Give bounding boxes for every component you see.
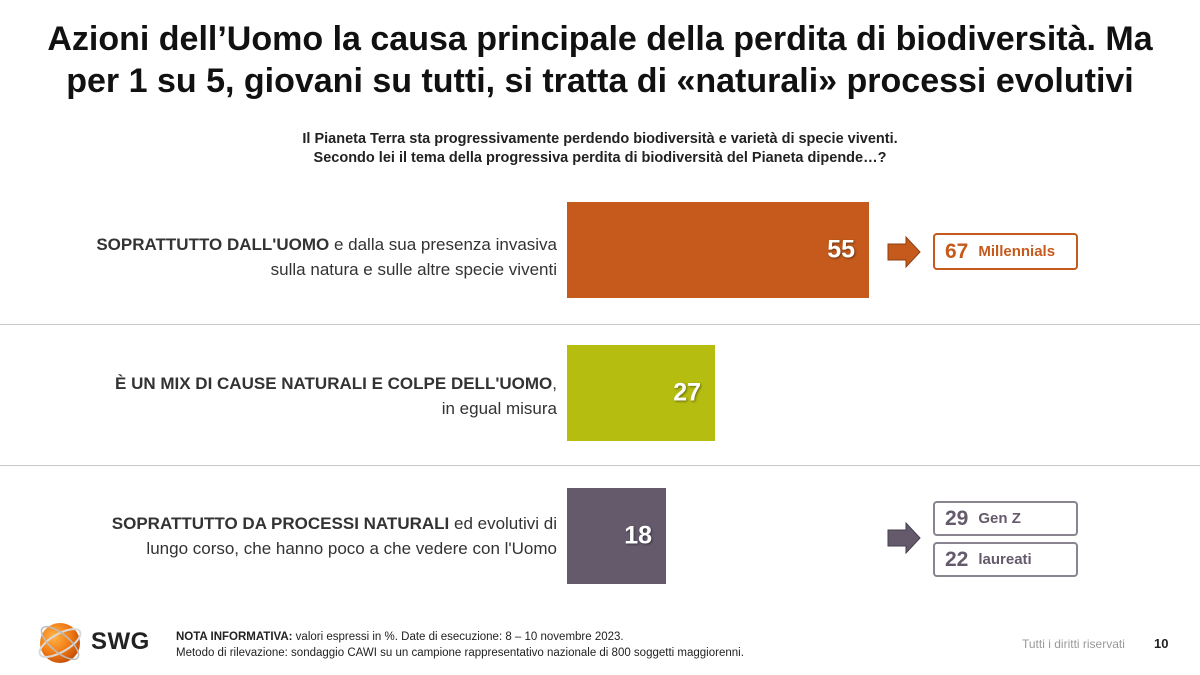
- right-arrow-icon: [887, 521, 921, 555]
- callout-gen-z-label: Gen Z: [978, 510, 1021, 527]
- callout-laureati-label: laureati: [978, 551, 1032, 568]
- callout-millennials: 67 Millennials: [933, 233, 1078, 270]
- bar-3: 18: [567, 488, 666, 584]
- row-label-2-line2: in egual misura: [441, 399, 557, 418]
- bar-1-value: 55: [827, 235, 855, 264]
- row-label-1-bold: SOPRATTUTTO DALL'UOMO: [96, 235, 330, 254]
- page-title-line1: Azioni dell’Uomo la causa principale del…: [47, 20, 1153, 58]
- page-title: Azioni dell’Uomo la causa principale del…: [30, 18, 1170, 102]
- row-label-2-bold: È UN MIX DI CAUSE NATURALI E COLPE DELL'…: [115, 374, 553, 393]
- page-title-line2: per 1 su 5, giovani su tutti, si tratta …: [66, 62, 1134, 100]
- row-label-3-bold: SOPRATTUTTO DA PROCESSI NATURALI: [111, 514, 450, 533]
- row-label-3-line2: lungo corso, che hanno poco a che vedere…: [146, 539, 557, 558]
- footnote-line2: Metodo di rilevazione: sondaggio CAWI su…: [176, 647, 744, 659]
- callout-gen-z: 29 Gen Z: [933, 501, 1078, 536]
- survey-question-line2: Secondo lei il tema della progressiva pe…: [313, 150, 887, 166]
- callout-laureati: 22 laureati: [933, 542, 1078, 577]
- bar-2: 27: [567, 345, 715, 441]
- row-label-3-rest: ed evolutivi di: [449, 514, 557, 533]
- page-number: 10: [1154, 636, 1169, 651]
- bar-3-value: 18: [624, 521, 652, 550]
- row-label-2: È UN MIX DI CAUSE NATURALI E COLPE DELL'…: [37, 371, 557, 421]
- row-label-3: SOPRATTUTTO DA PROCESSI NATURALI ed evol…: [37, 511, 557, 561]
- callout-millennials-value: 67: [945, 239, 969, 263]
- callout-millennials-label: Millennials: [978, 243, 1056, 260]
- callout-gen-z-value: 29: [945, 506, 969, 530]
- bar-1: 55: [567, 202, 869, 298]
- right-arrow-icon: [887, 235, 921, 269]
- footnote: NOTA INFORMATIVA: valori espressi in %. …: [176, 629, 744, 661]
- footnote-line1: valori espressi in %. Date di esecuzione…: [292, 631, 624, 643]
- footnote-bold: NOTA INFORMATIVA:: [176, 631, 293, 643]
- rights-reserved: Tutti i diritti riservati: [1022, 637, 1125, 651]
- bar-2-value: 27: [673, 378, 701, 407]
- row-divider: [0, 324, 1200, 325]
- survey-question-line1: Il Pianeta Terra sta progressivamente pe…: [302, 131, 898, 147]
- row-label-1: SOPRATTUTTO DALL'UOMO e dalla sua presen…: [37, 232, 557, 282]
- row-label-2-rest: ,: [552, 374, 557, 393]
- swg-globe-logo: [38, 623, 82, 663]
- row-divider: [0, 465, 1200, 466]
- survey-question: Il Pianeta Terra sta progressivamente pe…: [200, 130, 1000, 168]
- row-label-1-rest: e dalla sua presenza invasiva: [329, 235, 557, 254]
- swg-logo-text: SWG: [91, 628, 150, 655]
- callout-laureati-value: 22: [945, 547, 969, 571]
- row-label-1-line2: sulla natura e sulle altre specie vivent…: [270, 260, 557, 279]
